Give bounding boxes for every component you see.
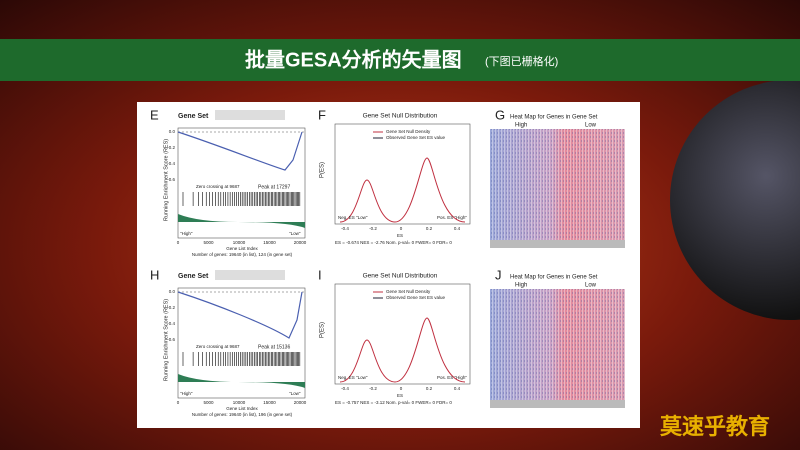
es-curve [177,131,303,171]
density-curve [339,317,466,383]
x-tick-label: 0.2 [426,386,433,391]
low-label: "Low" [289,231,301,236]
panel-label: F [318,107,326,122]
x-tick-label: 10000 [233,400,246,405]
y-axis-label: Running Enrichment Score (RES) [163,299,169,381]
x-tick-label: 15000 [263,400,276,405]
title-banner [0,39,800,81]
x-tick-label: 0 [177,400,180,405]
x-tick-label: 0.4 [454,226,461,231]
zero-crossing: Zero crossing at 9687 [196,184,240,189]
stats-footer: ES = -0.674 NES = -2.76 Nom. p-val= 0 FW… [335,240,452,245]
sample-labels [490,240,625,248]
gray-box [215,270,285,280]
panel-label: G [495,107,505,122]
rank-metric [178,374,305,388]
low-label: "Low" [289,391,301,396]
group-label: Low [585,283,597,289]
y-axis-label: Running Enrichment Score (RES) [163,139,169,221]
plot-frame [334,283,471,385]
x-tick-label: 0.4 [454,386,461,391]
x-tick-label: 15000 [263,240,276,245]
y-tick-label: 0.0 [169,129,176,134]
gray-box [215,110,285,120]
x-tick-label: 5000 [203,400,214,405]
planet [670,80,800,320]
footnote: Number of genes: 19640 (in list), 124 (i… [192,252,293,257]
legend-entry: Gene Set Null Density [386,129,431,134]
legend-entry: Observed Gene Set ES value [386,295,446,300]
high-label: "High" [180,231,193,236]
density-curve [339,157,466,223]
x-tick-label: -0.2 [369,386,377,391]
y-tick-label: -0.6 [167,337,175,342]
title-note: (下图已栅格化) [485,54,558,68]
x-tick-label: -0.4 [341,386,349,391]
panel-title: Gene Set [178,273,209,280]
panel-title: Heat Map for Genes in Gene Set [510,115,598,121]
zero-crossing: Zero crossing at 9687 [196,344,240,349]
group-label: High [515,283,527,289]
x-axis-label: Gene List Index [226,246,258,251]
x-tick-label: 0 [177,240,180,245]
es-curve [177,291,303,339]
pos-label: Pos. ES "High" [437,215,467,220]
watermark: 莫速乎教育 [660,414,770,439]
slide-title: 批量GESA分析的矢量图 [245,47,462,71]
panel-label: J [495,267,502,282]
x-tick-label: 20000 [294,400,307,405]
footnote: Number of genes: 19640 (in list), 196 (i… [192,412,293,417]
x-axis-label: ES [397,393,403,398]
plot-frame [177,287,306,399]
group-label: High [515,123,527,129]
group-label: Low [585,123,597,129]
panel-title: Gene Set Null Distribution [363,113,438,120]
peak-label: Peak at 17297 [258,184,290,190]
plot-frame [334,123,471,225]
rank-metric [178,214,305,228]
y-tick-label: 0.0 [169,289,176,294]
stats-footer: ES = -0.757 NES = -3.12 Nom. p-val= 0 FW… [335,400,452,405]
legend-entry: Gene Set Null Density [386,289,431,294]
plot-frame [177,127,306,239]
panel-label: H [150,267,159,282]
y-tick-label: -0.2 [167,145,175,150]
x-axis-label: ES [397,233,403,238]
heatmap-texture [490,129,625,247]
y-tick-label: -0.2 [167,305,175,310]
legend-entry: Observed Gene Set ES value [386,135,446,140]
x-tick-label: 5000 [203,240,214,245]
x-tick-label: 10000 [233,240,246,245]
panel-title: Heat Map for Genes in Gene Set [510,275,598,281]
y-tick-label: -0.4 [167,321,175,326]
y-tick-label: -0.6 [167,177,175,182]
y-tick-label: -0.4 [167,161,175,166]
peak-label: Peak at 15136 [258,344,290,350]
y-axis-label: P(ES) [320,322,326,338]
panel-label: I [318,267,322,282]
neg-label: Neg. ES "Low" [338,375,368,380]
heatmap-texture [490,289,625,407]
x-axis-label: Gene List Index [226,406,258,411]
x-tick-label: -0.2 [369,226,377,231]
panel-label: E [150,107,159,122]
panel-title: Gene Set Null Distribution [363,273,438,280]
high-label: "High" [180,391,193,396]
x-tick-label: 20000 [294,240,307,245]
panel-title: Gene Set [178,113,209,120]
x-tick-label: 0 [400,226,403,231]
x-tick-label: 0.2 [426,226,433,231]
sample-labels [490,400,625,408]
neg-label: Neg. ES "Low" [338,215,368,220]
pos-label: Pos. ES "High" [437,375,467,380]
y-axis-label: P(ES) [320,162,326,178]
x-tick-label: 0 [400,386,403,391]
x-tick-label: -0.4 [341,226,349,231]
